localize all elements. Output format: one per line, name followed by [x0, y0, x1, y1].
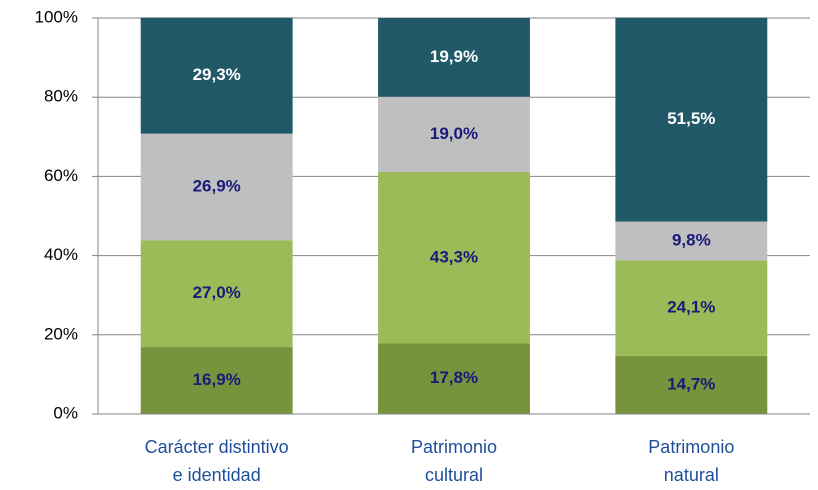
bar-segment	[140, 240, 293, 348]
value-label: 14,7%	[667, 374, 715, 393]
value-label: 19,9%	[430, 47, 478, 66]
bar-segment	[378, 96, 530, 173]
bar-segment	[615, 221, 768, 261]
bar-segment	[615, 355, 768, 414]
x-tick-label: e identidad	[173, 465, 261, 485]
value-label: 51,5%	[667, 109, 715, 128]
x-tick-label: Carácter distintivo	[145, 437, 289, 457]
bar-segment	[140, 347, 293, 414]
bar-segment	[378, 172, 530, 344]
y-tick-label: 20%	[44, 324, 78, 343]
bar-segment	[615, 17, 768, 222]
x-tick-label: Patrimonio	[648, 437, 734, 457]
bar-segment	[140, 17, 293, 134]
value-label: 19,0%	[430, 124, 478, 143]
value-label: 27,0%	[193, 283, 241, 302]
bar-segment	[378, 18, 530, 97]
y-tick-label: 0%	[53, 403, 78, 422]
y-tick-label: 100%	[35, 7, 78, 26]
value-label: 24,1%	[667, 298, 715, 317]
value-label: 9,8%	[672, 230, 711, 249]
value-label: 16,9%	[193, 370, 241, 389]
value-label: 43,3%	[430, 247, 478, 266]
y-tick-label: 60%	[44, 166, 78, 185]
x-tick-label: Patrimonio	[411, 437, 497, 457]
bar-segment	[140, 133, 293, 241]
value-label: 29,3%	[193, 65, 241, 84]
value-label: 26,9%	[193, 176, 241, 195]
y-tick-label: 80%	[44, 87, 78, 106]
x-tick-label: natural	[664, 465, 719, 485]
x-tick-label: cultural	[425, 465, 483, 485]
y-tick-label: 40%	[44, 245, 78, 264]
value-label: 17,8%	[430, 368, 478, 387]
bar-segment	[378, 343, 530, 414]
bar-segment	[615, 260, 768, 356]
